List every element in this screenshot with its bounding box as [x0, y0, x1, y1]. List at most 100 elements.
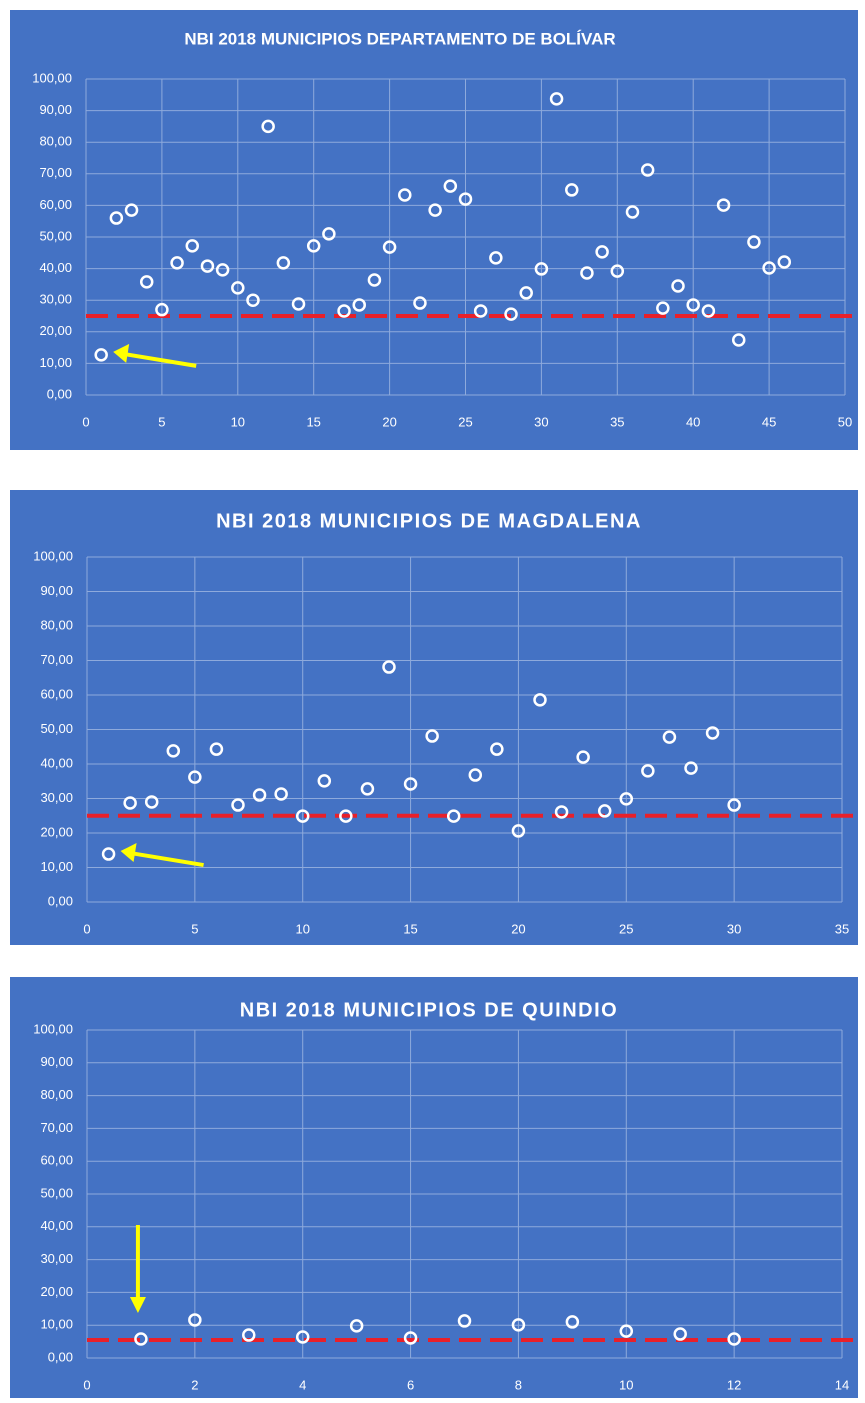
- data-point: [101, 847, 116, 861]
- data-point: [727, 1332, 741, 1346]
- data-point: [511, 824, 526, 838]
- x-tick-label: 4: [299, 1377, 306, 1392]
- data-point: [188, 1313, 202, 1327]
- data-point: [597, 804, 612, 818]
- x-tick-label: 10: [619, 1377, 633, 1392]
- data-point: [231, 281, 245, 295]
- y-tick-label: 80,00: [40, 1087, 73, 1102]
- data-point: [489, 251, 503, 265]
- y-tick-label: 50,00: [40, 1185, 73, 1200]
- y-tick-label: 40,00: [39, 260, 72, 275]
- data-point: [619, 1324, 634, 1338]
- data-point: [155, 302, 169, 317]
- data-point: [170, 256, 184, 270]
- chart-background: [10, 490, 858, 945]
- x-tick-label: 30: [534, 414, 548, 429]
- x-tick-label: 5: [158, 414, 165, 429]
- y-tick-label: 10,00: [40, 859, 73, 874]
- data-point: [468, 768, 483, 782]
- y-tick-label: 60,00: [39, 197, 72, 212]
- y-tick-label: 90,00: [40, 1054, 73, 1069]
- data-point: [382, 240, 397, 254]
- y-tick-label: 30,00: [40, 1251, 73, 1266]
- data-point: [458, 192, 473, 206]
- data-point: [339, 809, 353, 823]
- x-tick-label: 25: [619, 921, 633, 936]
- chart-background: [10, 977, 858, 1398]
- x-tick-label: 10: [231, 414, 245, 429]
- data-point: [322, 227, 336, 241]
- data-point: [123, 796, 137, 810]
- arrow-head: [120, 843, 137, 863]
- data-point: [242, 1328, 256, 1342]
- data-point: [511, 1318, 526, 1332]
- data-point: [565, 183, 579, 197]
- data-point: [662, 730, 677, 744]
- data-point: [428, 203, 442, 217]
- x-tick-label: 0: [82, 414, 89, 429]
- x-tick-label: 25: [458, 414, 472, 429]
- arrow: [122, 351, 197, 368]
- data-point: [610, 264, 625, 278]
- y-tick-label: 100,00: [32, 70, 72, 85]
- y-tick-label: 60,00: [40, 1153, 73, 1168]
- y-tick-label: 80,00: [40, 617, 73, 632]
- chart-title: NBI 2018 MUNICIPIOS DE QUINDIO: [240, 999, 618, 1021]
- y-tick-label: 100,00: [33, 1021, 73, 1036]
- x-tick-label: 35: [610, 414, 624, 429]
- data-point: [209, 742, 224, 756]
- y-tick-label: 30,00: [40, 790, 73, 805]
- data-point: [595, 245, 609, 259]
- y-tick-label: 40,00: [40, 755, 73, 770]
- data-point: [274, 787, 288, 801]
- data-point: [382, 660, 396, 674]
- data-point: [295, 809, 310, 823]
- y-tick-label: 10,00: [40, 1317, 73, 1332]
- data-point: [533, 693, 547, 707]
- data-point: [747, 235, 761, 249]
- data-point: [166, 744, 181, 758]
- data-point: [94, 348, 108, 362]
- x-tick-label: 10: [295, 921, 309, 936]
- y-tick-label: 70,00: [39, 165, 72, 180]
- data-point: [413, 296, 427, 310]
- x-tick-label: 45: [762, 414, 776, 429]
- y-tick-label: 90,00: [40, 583, 73, 598]
- chart-title: NBI 2018 MUNICIPIOS DE MAGDALENA: [216, 510, 642, 532]
- data-point: [188, 770, 202, 784]
- y-tick-label: 0,00: [48, 1349, 73, 1364]
- data-point: [727, 798, 741, 812]
- data-point: [291, 297, 306, 311]
- data-point: [625, 205, 640, 219]
- x-tick-label: 12: [727, 1377, 741, 1392]
- data-point: [580, 266, 594, 280]
- y-tick-label: 70,00: [40, 1120, 73, 1135]
- data-point: [261, 119, 275, 134]
- data-point: [641, 764, 655, 778]
- y-tick-label: 20,00: [40, 824, 73, 839]
- data-point: [504, 307, 518, 321]
- data-point: [656, 301, 670, 315]
- data-point: [352, 298, 366, 312]
- data-point: [673, 1327, 687, 1341]
- y-tick-label: 70,00: [40, 652, 73, 667]
- x-tick-label: 20: [382, 414, 396, 429]
- chart-background: [10, 10, 858, 450]
- y-tick-label: 30,00: [39, 292, 72, 307]
- data-point: [490, 742, 504, 756]
- data-point: [109, 211, 124, 225]
- data-point: [686, 298, 700, 312]
- data-point: [762, 261, 776, 275]
- data-point: [671, 279, 685, 293]
- data-point: [398, 188, 412, 202]
- x-tick-label: 8: [515, 1377, 522, 1392]
- data-point: [144, 795, 159, 809]
- data-point: [185, 239, 200, 253]
- data-point: [337, 304, 351, 318]
- data-point: [576, 750, 590, 764]
- x-tick-label: 0: [83, 921, 90, 936]
- x-tick-label: 14: [835, 1377, 849, 1392]
- y-tick-label: 10,00: [39, 355, 72, 370]
- data-point: [457, 1314, 472, 1328]
- data-point: [231, 798, 245, 812]
